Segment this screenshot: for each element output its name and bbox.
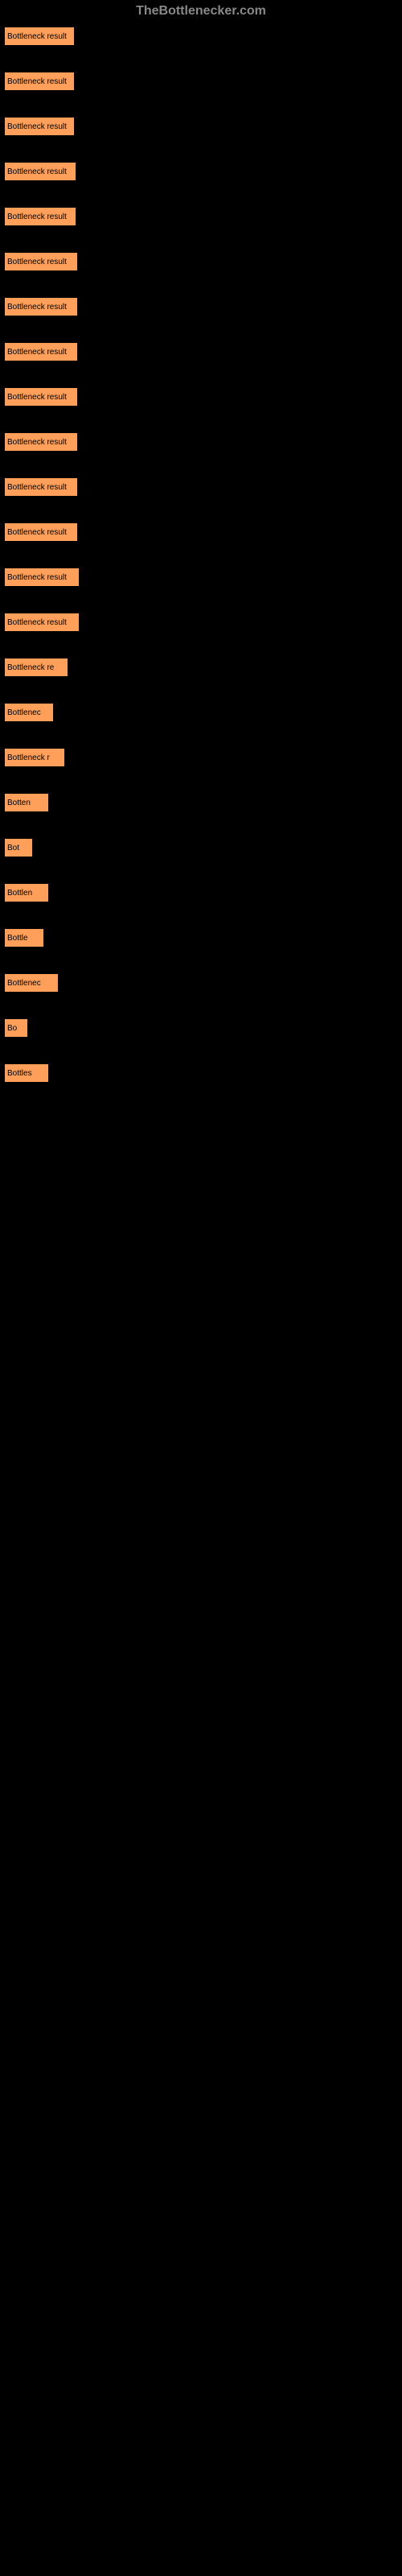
bar: Bottleneck result: [4, 207, 76, 226]
bar-label: Bottles: [7, 1069, 32, 1078]
bar-row: Bottleneck result: [4, 613, 398, 632]
bar-row: Bottleneck result: [4, 252, 398, 271]
bar-label: Bottle: [7, 934, 28, 943]
bar-row: Bottleneck result: [4, 27, 398, 46]
bar: Bottleneck result: [4, 117, 75, 136]
bar: Bottleneck r: [4, 748, 65, 767]
bar: Bottleneck result: [4, 568, 80, 587]
bar: Bottleneck result: [4, 342, 78, 361]
bar-row: Bottlenec: [4, 703, 398, 722]
bar-row: Bottleneck result: [4, 207, 398, 226]
bar-label: Bottleneck result: [7, 348, 67, 357]
bar: Bottleneck result: [4, 477, 78, 497]
bar-row: Bottleneck result: [4, 387, 398, 407]
bar: Bottleneck result: [4, 252, 78, 271]
bar: Bottlenec: [4, 973, 59, 993]
bar: Bottles: [4, 1063, 49, 1083]
bar-row: Botten: [4, 793, 398, 812]
bar-row: Bottleneck result: [4, 297, 398, 316]
bar-label: Bottleneck result: [7, 32, 67, 41]
header: TheBottlenecker.com: [0, 0, 402, 27]
bar-label: Bo: [7, 1024, 17, 1033]
bar-label: Bottleneck result: [7, 393, 67, 402]
bar: Bottlenec: [4, 703, 54, 722]
chart-container: Bottleneck result Bottleneck result Bottle…: [0, 27, 402, 1083]
bar: Bottleneck result: [4, 522, 78, 542]
bar-label: Bottleneck r: [7, 753, 50, 762]
bar-row: Bottleneck result: [4, 117, 398, 136]
bar: Bot: [4, 838, 33, 857]
bar-label: Bottleneck result: [7, 77, 67, 86]
bar-label: Bottleneck result: [7, 303, 67, 312]
bar: Botten: [4, 793, 49, 812]
bar-label: Bottleneck result: [7, 213, 67, 221]
bar-label: Bottleneck result: [7, 167, 67, 176]
bar-row: Bottleneck result: [4, 432, 398, 452]
bar-label: Bottleneck result: [7, 258, 67, 266]
bar-label: Bottleneck re: [7, 663, 54, 672]
header-text: TheBottlenecker.com: [136, 4, 266, 18]
bar-row: Bottles: [4, 1063, 398, 1083]
bar-label: Bottleneck result: [7, 573, 67, 582]
bar-label: Bottleneck result: [7, 528, 67, 537]
bar-label: Bottleneck result: [7, 122, 67, 131]
bar-label: Bottlenec: [7, 979, 41, 988]
bar-label: Bot: [7, 844, 19, 852]
bar-label: Bottlen: [7, 889, 32, 898]
bar-label: Bottleneck result: [7, 618, 67, 627]
bar-row: Bot: [4, 838, 398, 857]
bar: Bottleneck result: [4, 27, 75, 46]
bar: Bottleneck result: [4, 432, 78, 452]
bar: Bottleneck re: [4, 658, 68, 677]
bar: Bottleneck result: [4, 162, 76, 181]
bar-row: Bottleneck r: [4, 748, 398, 767]
bar: Bottleneck result: [4, 72, 75, 91]
bar-label: Bottleneck result: [7, 438, 67, 447]
bar-label: Botten: [7, 799, 31, 807]
bar-row: Bottleneck result: [4, 162, 398, 181]
bar-row: Bottlenec: [4, 973, 398, 993]
bar: Bottlen: [4, 883, 49, 902]
bar-row: Bottleneck result: [4, 522, 398, 542]
bar-row: Bottleneck result: [4, 568, 398, 587]
bar-row: Bottleneck result: [4, 477, 398, 497]
bar: Bottleneck result: [4, 613, 80, 632]
bar-row: Bottle: [4, 928, 398, 947]
bar-row: Bo: [4, 1018, 398, 1038]
bar-row: Bottleneck re: [4, 658, 398, 677]
bar: Bo: [4, 1018, 28, 1038]
bar-row: Bottleneck result: [4, 342, 398, 361]
bar-row: Bottlen: [4, 883, 398, 902]
bar-label: Bottlenec: [7, 708, 41, 717]
bar-label: Bottleneck result: [7, 483, 67, 492]
bar: Bottleneck result: [4, 297, 78, 316]
bar-row: Bottleneck result: [4, 72, 398, 91]
bar: Bottle: [4, 928, 44, 947]
bar: Bottleneck result: [4, 387, 78, 407]
